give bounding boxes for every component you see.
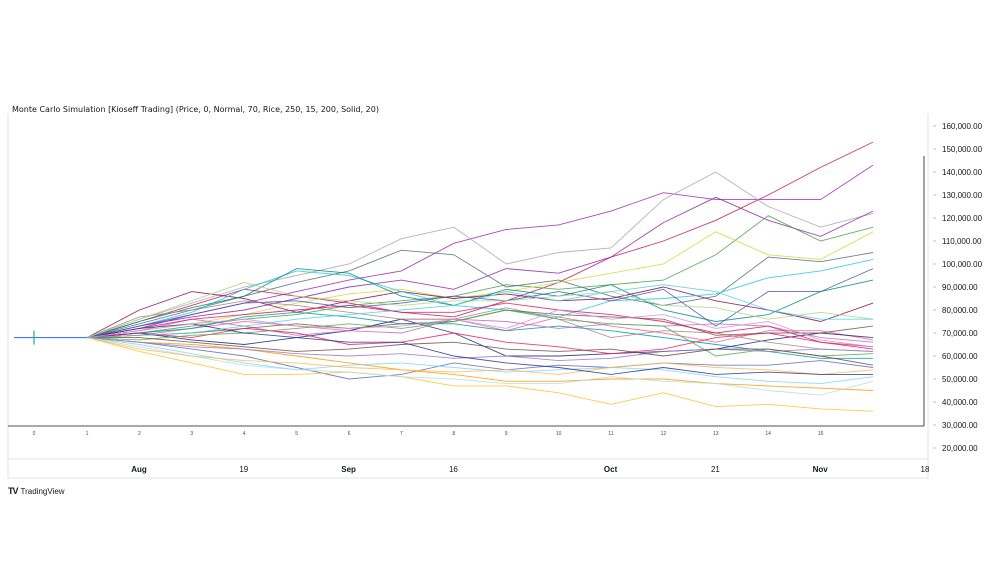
chart-frame [7, 114, 929, 479]
simulation-path-30 [86, 281, 874, 339]
simulation-path-26 [86, 337, 874, 396]
step-label: 0 [33, 431, 36, 437]
date-label: 21 [711, 465, 720, 474]
tradingview-logo-icon: TV [8, 486, 18, 496]
step-label: 1 [86, 431, 89, 437]
y-tick-label: 140,000.00 [942, 168, 983, 177]
simulation-path-1 [86, 141, 874, 339]
date-label: 19 [239, 465, 248, 474]
step-label: 7 [400, 431, 403, 437]
y-tick-label: 40,000.00 [942, 398, 978, 407]
simulation-path-5 [86, 215, 874, 339]
y-tick-label: 80,000.00 [942, 306, 978, 315]
simulation-path-16 [86, 337, 874, 391]
y-tick-label: 100,000.00 [942, 260, 983, 269]
simulation-path-17 [86, 318, 874, 357]
y-tick-label: 50,000.00 [942, 375, 978, 384]
date-label: Nov [813, 465, 829, 474]
y-tick-label: 160,000.00 [942, 122, 983, 131]
brand-text: TradingView [20, 486, 65, 496]
y-tick-label: 30,000.00 [942, 421, 978, 430]
step-label: 2 [138, 431, 141, 437]
chart-title: Monte Carlo Simulation [Kioseff Trading]… [12, 105, 379, 114]
simulation-path-27 [87, 337, 874, 366]
tradingview-brand[interactable]: TV TradingView [8, 486, 65, 496]
y-axis: 160,000.00 150,000.00 140,000.00 130,000.00… [933, 122, 983, 453]
y-tick-label: 130,000.00 [942, 191, 983, 200]
simulation-path-15 [86, 337, 874, 412]
simulation-path-10 [86, 268, 874, 339]
y-tick-label: 90,000.00 [942, 283, 978, 292]
step-label: 9 [505, 431, 508, 437]
y-tick-label: 120,000.00 [942, 214, 983, 223]
series-layer [14, 141, 874, 412]
step-label: 4 [243, 431, 246, 437]
step-label: 15 [818, 431, 824, 437]
simulation-path-4 [86, 196, 874, 339]
step-label: 12 [661, 431, 667, 437]
simulation-path-32 [86, 284, 873, 339]
date-label: 16 [449, 465, 458, 474]
simulation-path-31 [86, 309, 874, 348]
step-label: 3 [190, 431, 193, 437]
simulation-path-19 [86, 300, 874, 352]
step-label: 8 [452, 431, 455, 437]
step-label: 10 [556, 431, 562, 437]
simulation-path-7 [86, 231, 874, 339]
y-tick-label: 110,000.00 [942, 237, 982, 246]
simulation-path-12 [86, 316, 874, 343]
step-label: 13 [713, 431, 719, 437]
simulation-path-29 [86, 323, 873, 375]
simulation-path-24 [86, 309, 874, 357]
date-label: Oct [604, 465, 618, 474]
y-tick-label: 150,000.00 [942, 145, 983, 154]
y-tick-label: 70,000.00 [942, 329, 978, 338]
simulation-path-14 [86, 337, 874, 380]
date-label: 18 [921, 465, 930, 474]
simulation-path-21 [86, 302, 874, 350]
step-label: 5 [295, 431, 298, 437]
date-label: Aug [131, 465, 147, 474]
step-label: 14 [765, 431, 771, 437]
step-label: 11 [608, 431, 613, 437]
simulation-path-25 [86, 337, 874, 362]
simulation-path-3 [86, 171, 874, 339]
y-tick-label: 20,000.00 [942, 444, 978, 453]
simulation-path-28 [86, 337, 874, 375]
step-label: 6 [348, 431, 351, 437]
simulation-path-20 [86, 327, 874, 355]
date-label: Sep [341, 465, 356, 474]
simulation-path-6 [86, 249, 874, 339]
y-tick-label: 60,000.00 [942, 352, 978, 361]
simulation-path-8 [86, 286, 874, 338]
